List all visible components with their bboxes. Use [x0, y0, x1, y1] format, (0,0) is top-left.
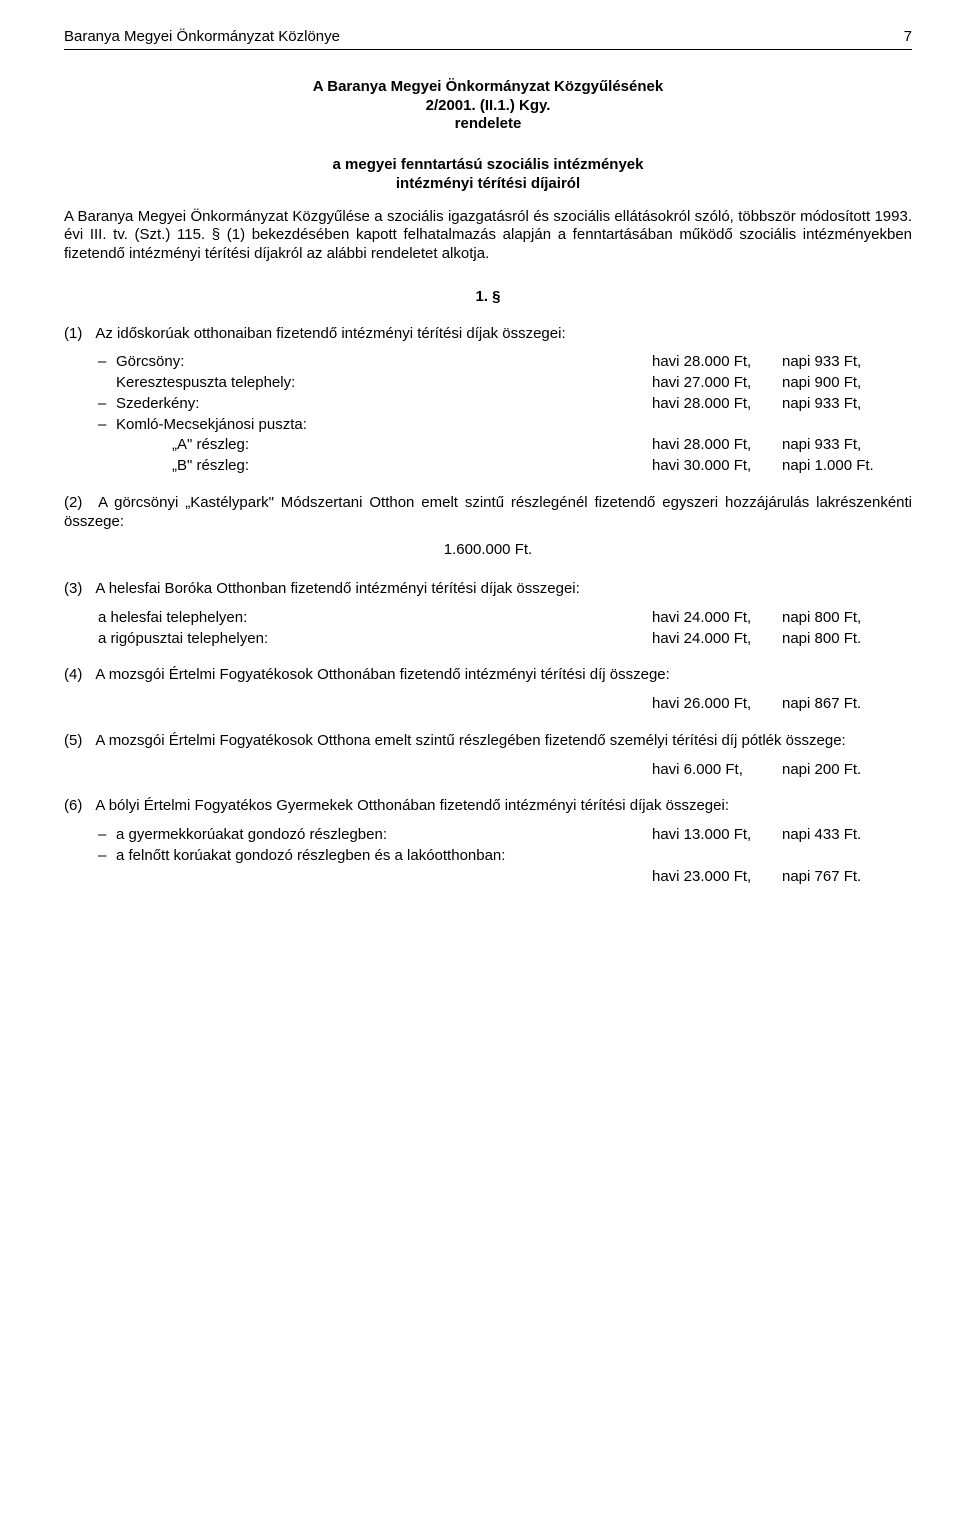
- header-left: Baranya Megyei Önkormányzat Közlönye: [64, 28, 340, 47]
- para-1: (1) Az időskorúak otthonaiban fizetendő …: [64, 325, 912, 344]
- dash-icon: –: [98, 826, 116, 845]
- dash-icon: –: [98, 395, 116, 414]
- title-line2: 2/2001. (II.1.) Kgy.: [64, 97, 912, 116]
- para-3: (3) A helesfai Boróka Otthonban fizetend…: [64, 580, 912, 599]
- doc-subtitle: a megyei fenntartású szociális intézmény…: [64, 156, 912, 194]
- list-item-right: napi 767 Ft.: [782, 868, 912, 887]
- para-1-list: – Görcsöny: havi 28.000 Ft, napi 933 Ft,…: [98, 353, 912, 476]
- list-item-mid: havi 26.000 Ft,: [652, 695, 782, 714]
- list-item-label: a helesfai telephelyen:: [98, 609, 652, 628]
- para-1-text: Az időskorúak otthonaiban fizetendő inté…: [95, 325, 565, 342]
- para-2-text: A görcsönyi „Kastélypark" Módszertani Ot…: [64, 494, 912, 530]
- para-2-num: (2): [64, 494, 92, 513]
- list-item-mid: havi 28.000 Ft,: [652, 353, 782, 372]
- para-4: (4) A mozsgói Értelmi Fogyatékosok Ottho…: [64, 666, 912, 685]
- preamble: A Baranya Megyei Önkormányzat Közgyűlése…: [64, 208, 912, 264]
- subtitle-line1: a megyei fenntartású szociális intézmény…: [64, 156, 912, 175]
- list-item-right: napi 200 Ft.: [782, 761, 912, 780]
- list-item: – Komló-Mecsekjánosi puszta:: [98, 416, 912, 435]
- para-3-list: a helesfai telephelyen: havi 24.000 Ft, …: [98, 609, 912, 649]
- para-4-values: havi 26.000 Ft, napi 867 Ft.: [98, 695, 912, 714]
- para-6-num: (6): [64, 797, 92, 816]
- list-item-mid: havi 13.000 Ft,: [652, 826, 782, 845]
- list-item-mid: havi 23.000 Ft,: [652, 868, 782, 887]
- list-item-label: Görcsöny:: [116, 353, 652, 372]
- list-item-right: napi 1.000 Ft.: [782, 457, 912, 476]
- list-item-right: napi 933 Ft,: [782, 395, 912, 414]
- para-3-text: A helesfai Boróka Otthonban fizetendő in…: [95, 580, 579, 597]
- list-item-right: napi 800 Ft,: [782, 609, 912, 628]
- list-item: – „B" részleg: havi 30.000 Ft, napi 1.00…: [98, 457, 912, 476]
- list-item-right: napi 900 Ft,: [782, 374, 912, 393]
- list-item-label: a felnőtt korúakat gondozó részlegben és…: [116, 847, 652, 866]
- para-3-num: (3): [64, 580, 92, 599]
- list-item: – havi 23.000 Ft, napi 767 Ft.: [98, 868, 912, 887]
- list-item-mid: havi 24.000 Ft,: [652, 630, 782, 649]
- section-1-number: 1. §: [64, 288, 912, 307]
- list-item: – a gyermekkorúakat gondozó részlegben: …: [98, 826, 912, 845]
- list-item-mid: havi 27.000 Ft,: [652, 374, 782, 393]
- para-6-list: – a gyermekkorúakat gondozó részlegben: …: [98, 826, 912, 886]
- list-item: – Görcsöny: havi 28.000 Ft, napi 933 Ft,: [98, 353, 912, 372]
- dash-icon: –: [98, 847, 116, 866]
- list-item-mid: havi 24.000 Ft,: [652, 609, 782, 628]
- list-item-mid: havi 28.000 Ft,: [652, 436, 782, 455]
- list-item: – Szederkény: havi 28.000 Ft, napi 933 F…: [98, 395, 912, 414]
- header-page-number: 7: [904, 28, 912, 47]
- para-1-num: (1): [64, 325, 92, 344]
- list-item-mid: havi 28.000 Ft,: [652, 395, 782, 414]
- para-4-text: A mozsgói Értelmi Fogyatékosok Otthonába…: [95, 666, 669, 683]
- doc-title: A Baranya Megyei Önkormányzat Közgyűlésé…: [64, 78, 912, 134]
- title-line3: rendelete: [64, 115, 912, 134]
- list-item: – a felnőtt korúakat gondozó részlegben …: [98, 847, 912, 866]
- list-item-right: napi 800 Ft.: [782, 630, 912, 649]
- para-4-num: (4): [64, 666, 92, 685]
- para-5-text: A mozsgói Értelmi Fogyatékosok Otthona e…: [95, 732, 845, 749]
- list-item-label: „B" részleg:: [116, 457, 652, 476]
- list-item: a rigópusztai telephelyen: havi 24.000 F…: [98, 630, 912, 649]
- list-item-mid: havi 6.000 Ft,: [652, 761, 782, 780]
- subtitle-line2: intézményi térítési díjairól: [64, 175, 912, 194]
- para-6: (6) A bólyi Értelmi Fogyatékos Gyermekek…: [64, 797, 912, 816]
- para-5-num: (5): [64, 732, 92, 751]
- list-item-right: napi 867 Ft.: [782, 695, 912, 714]
- list-item-right: napi 433 Ft.: [782, 826, 912, 845]
- para-2-amount: 1.600.000 Ft.: [64, 541, 912, 560]
- para-5-values: havi 6.000 Ft, napi 200 Ft.: [98, 761, 912, 780]
- list-item-label: Komló-Mecsekjánosi puszta:: [116, 416, 652, 435]
- list-item: – Keresztespuszta telephely: havi 27.000…: [98, 374, 912, 393]
- dash-icon: –: [98, 416, 116, 435]
- list-item-right: napi 933 Ft,: [782, 436, 912, 455]
- para-5: (5) A mozsgói Értelmi Fogyatékosok Ottho…: [64, 732, 912, 751]
- list-item: – „A" részleg: havi 28.000 Ft, napi 933 …: [98, 436, 912, 455]
- list-item-label: Szederkény:: [116, 395, 652, 414]
- dash-icon: –: [98, 353, 116, 372]
- title-line1: A Baranya Megyei Önkormányzat Közgyűlésé…: [64, 78, 912, 97]
- para-2: (2) A görcsönyi „Kastélypark" Módszertan…: [64, 494, 912, 532]
- list-item-mid: havi 30.000 Ft,: [652, 457, 782, 476]
- list-item-label: „A" részleg:: [116, 436, 652, 455]
- list-item-label: a rigópusztai telephelyen:: [98, 630, 652, 649]
- list-item: a helesfai telephelyen: havi 24.000 Ft, …: [98, 609, 912, 628]
- page-header: Baranya Megyei Önkormányzat Közlönye 7: [64, 28, 912, 50]
- list-item-label: Keresztespuszta telephely:: [116, 374, 652, 393]
- para-6-text: A bólyi Értelmi Fogyatékos Gyermekek Ott…: [95, 797, 729, 814]
- list-item-label: a gyermekkorúakat gondozó részlegben:: [116, 826, 652, 845]
- list-item-right: napi 933 Ft,: [782, 353, 912, 372]
